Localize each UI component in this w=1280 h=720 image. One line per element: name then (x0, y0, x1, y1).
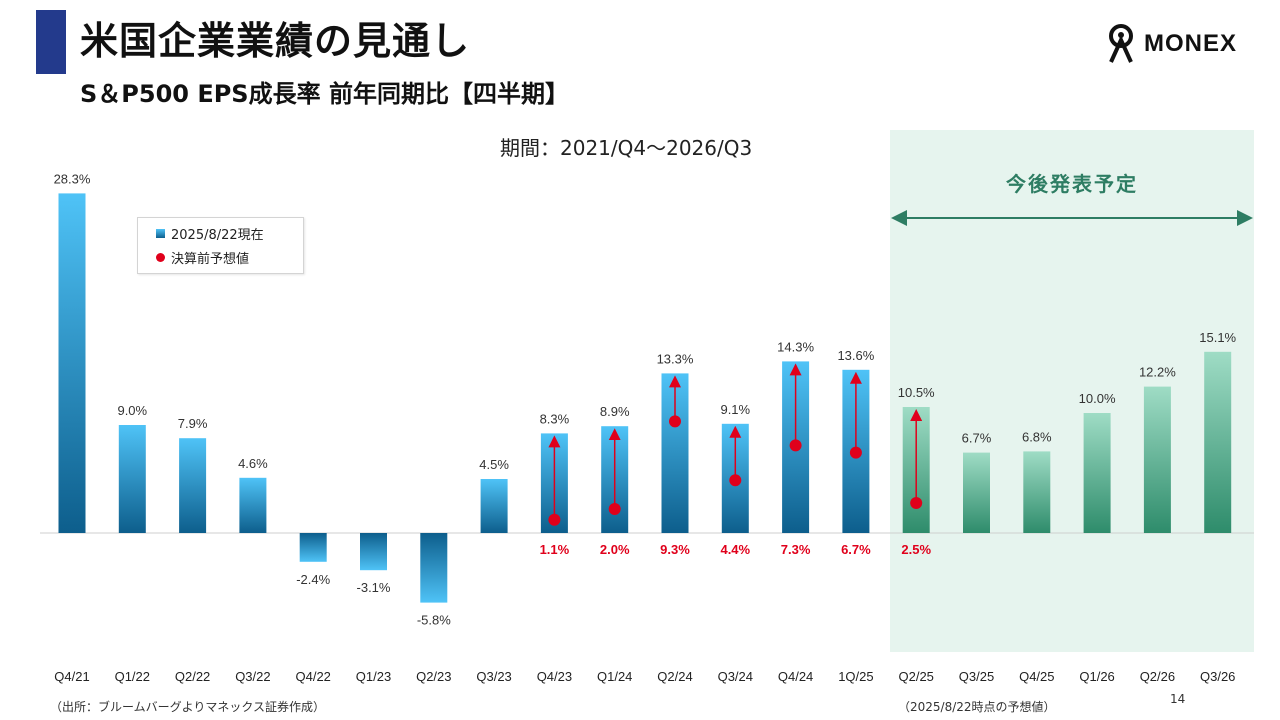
category-label: Q2/24 (657, 669, 692, 684)
bar-value-label: -3.1% (357, 580, 391, 595)
category-label: Q4/22 (295, 669, 330, 684)
monex-logo-icon (1109, 24, 1133, 63)
category-label: Q3/24 (718, 669, 753, 684)
page-title: 米国企業業績の見通し (80, 19, 471, 63)
bar-value-label: 7.9% (178, 416, 208, 431)
bar-value-label: 10.5% (898, 385, 935, 400)
category-label: Q2/26 (1140, 669, 1175, 684)
monex-logo: MONEX (1106, 24, 1237, 64)
bar-value-label: -5.8% (417, 613, 451, 628)
period-label: 期間：2021/Q4～2026/Q3 (500, 136, 753, 160)
chart-legend: 2025/8/22現在 決算前予想値 (137, 217, 304, 274)
legend-dot-label: 決算前予想値 (171, 251, 250, 267)
category-label: Q4/21 (54, 669, 89, 684)
estimate-dot (548, 513, 561, 526)
bar-Q3/23 (480, 479, 508, 533)
estimate-value-label: 2.5% (901, 542, 931, 557)
category-label: Q2/25 (898, 669, 933, 684)
category-label: 1Q/25 (838, 669, 873, 684)
estimate-value-label: 2.0% (600, 542, 630, 557)
category-label: Q3/26 (1200, 669, 1235, 684)
logo-text: MONEX (1144, 30, 1238, 57)
bar-Q4/22 (299, 533, 327, 562)
legend-item-actual: 2025/8/22現在 (138, 221, 303, 245)
source-note: （出所：ブルームバーグよりマネックス証券作成） (50, 700, 326, 714)
bar-Q3/25 (963, 452, 990, 533)
estimate-value-label: 9.3% (660, 542, 690, 557)
estimate-value-label: 7.3% (781, 542, 811, 557)
bar-value-label: 8.9% (600, 404, 630, 419)
bar-value-label: 9.1% (720, 402, 750, 417)
category-label: Q3/22 (235, 669, 270, 684)
category-label: Q2/23 (416, 669, 451, 684)
estimate-dot (849, 446, 862, 459)
bar-value-label: 13.6% (837, 348, 874, 363)
estimate-dot (729, 474, 742, 487)
bar-Q3/26 (1204, 351, 1232, 533)
bar-value-label: 6.7% (962, 431, 992, 446)
legend-bar-label: 2025/8/22現在 (171, 227, 264, 243)
title-accent-bar (36, 10, 66, 74)
estimate-dot (669, 415, 681, 428)
estimate-value-label: 6.7% (841, 542, 871, 557)
estimate-value-label: 1.1% (540, 542, 570, 557)
bar-value-label: 14.3% (777, 339, 814, 354)
bar-value-label: 12.2% (1139, 365, 1176, 380)
bar-value-label: 28.3% (54, 171, 91, 186)
bar-value-label: 10.0% (1079, 391, 1116, 406)
legend-bar-swatch (156, 228, 165, 238)
bar-Q2/26 (1143, 386, 1171, 533)
bar-Q1/23 (360, 533, 387, 571)
bar-Q2/22 (179, 438, 207, 533)
forecast-region-background (890, 130, 1254, 652)
bar-Q4/25 (1023, 451, 1051, 533)
page-number: 14 (1170, 692, 1186, 706)
bar-value-label: 13.3% (657, 351, 694, 366)
page-subtitle: S＆P500 EPS成長率 前年同期比【四半期】 (80, 80, 569, 108)
forecast-region-label: 今後発表予定 (1006, 172, 1138, 196)
bar-value-label: -2.4% (296, 572, 330, 587)
estimate-value-label: 4.4% (720, 542, 750, 557)
bar-value-label: 4.6% (238, 456, 268, 471)
category-label: Q4/23 (537, 669, 572, 684)
bar-Q2/23 (420, 533, 448, 603)
category-label: Q2/22 (175, 669, 210, 684)
category-label: Q3/25 (959, 669, 994, 684)
estimate-dot (608, 503, 621, 515)
estimate-dot (789, 439, 802, 452)
legend-item-estimate: 決算前予想値 (138, 245, 303, 269)
bar-Q4/21 (58, 193, 86, 533)
legend-dot-swatch (156, 252, 165, 262)
forecast-note: （2025/8/22時点の予想値） (898, 700, 1056, 714)
category-label: Q1/23 (356, 669, 391, 684)
category-label: Q1/22 (115, 669, 150, 684)
category-label: Q1/24 (597, 669, 632, 684)
category-label: Q4/24 (778, 669, 813, 684)
category-label: Q4/25 (1019, 669, 1054, 684)
bar-Q1/26 (1083, 413, 1111, 533)
bar-value-label: 9.0% (117, 403, 147, 418)
bar-value-label: 15.1% (1199, 330, 1236, 345)
bar-Q1/22 (118, 425, 146, 533)
category-label: Q3/23 (476, 669, 511, 684)
bar-value-label: 4.5% (479, 457, 509, 472)
estimate-dot (910, 497, 923, 509)
bar-value-label: 8.3% (540, 411, 570, 426)
category-label: Q1/26 (1079, 669, 1114, 684)
bar-Q3/22 (239, 477, 267, 533)
bar-value-label: 6.8% (1022, 429, 1052, 444)
